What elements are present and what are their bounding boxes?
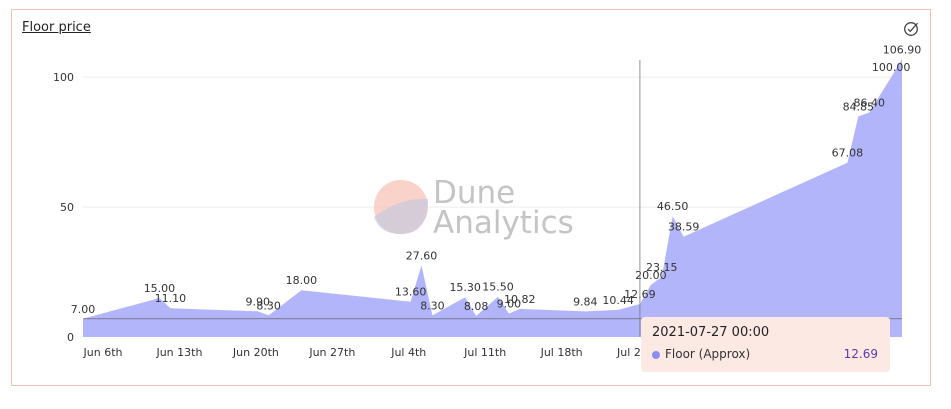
x-tick-label: Jun 27th bbox=[308, 346, 355, 359]
data-label: 10.82 bbox=[504, 293, 536, 306]
data-label: 20.00 bbox=[635, 269, 667, 282]
x-tick-label: Jun 6th bbox=[83, 346, 123, 359]
x-tick-label: Jul 18th bbox=[540, 346, 583, 359]
data-label: 38.59 bbox=[668, 221, 700, 234]
data-label: 15.00 bbox=[144, 282, 176, 295]
area-fill bbox=[83, 59, 902, 338]
data-label: 15.30 bbox=[449, 281, 481, 294]
data-label: 11.10 bbox=[155, 292, 187, 305]
data-label: 9.00 bbox=[497, 298, 522, 311]
data-label: 15.50 bbox=[482, 281, 514, 294]
data-label: 100.00 bbox=[872, 61, 911, 74]
data-label: 13.60 bbox=[395, 286, 427, 299]
x-tick-label: Jul 11th bbox=[463, 346, 506, 359]
chart-title[interactable]: Floor price bbox=[22, 20, 91, 35]
data-label: 8.30 bbox=[420, 299, 445, 312]
data-label: 8.08 bbox=[464, 300, 489, 313]
tooltip-value: 12.69 bbox=[843, 347, 878, 361]
tooltip-series-name: Floor (Approx) bbox=[665, 347, 751, 361]
tooltip-date: 2021-07-27 00:00 bbox=[652, 325, 770, 340]
y-tick-label: 0 bbox=[67, 331, 74, 344]
data-label: 18.00 bbox=[286, 274, 318, 287]
data-label: 67.08 bbox=[832, 147, 864, 160]
x-tick-label: Jun 13th bbox=[155, 346, 202, 359]
data-label: 23.15 bbox=[646, 261, 678, 274]
data-label: 46.50 bbox=[657, 200, 689, 213]
series-dot-icon bbox=[652, 351, 660, 359]
data-label: 7.00 bbox=[71, 303, 96, 316]
hover-tooltip: 2021-07-27 00:00 Floor (Approx) 12.69 bbox=[641, 317, 890, 372]
watermark-line2: Analytics bbox=[433, 205, 574, 241]
x-tick-label: Jun 20th bbox=[232, 346, 279, 359]
data-label: 9.90 bbox=[245, 295, 270, 308]
dune-analytics-watermark: Dune Analytics bbox=[374, 175, 574, 241]
watermark-line1: Dune bbox=[433, 175, 515, 211]
y-tick-label: 50 bbox=[60, 201, 74, 214]
data-label: 9.84 bbox=[573, 295, 598, 308]
y-tick-label: 100 bbox=[53, 71, 74, 84]
x-tick-label: Jul 4th bbox=[390, 346, 426, 359]
circle-check-icon[interactable] bbox=[903, 21, 919, 37]
data-label: 84.85 bbox=[843, 101, 875, 114]
data-label: 106.90 bbox=[883, 43, 922, 56]
data-label: 86.40 bbox=[853, 97, 885, 110]
axes: 0 50 100 Jun 6th Jun 13th Jun 20th Jun 27th Jul… bbox=[53, 71, 659, 359]
data-label: 10.44 bbox=[602, 294, 634, 307]
data-label: 8.30 bbox=[256, 299, 281, 312]
data-label: 27.60 bbox=[406, 249, 438, 262]
